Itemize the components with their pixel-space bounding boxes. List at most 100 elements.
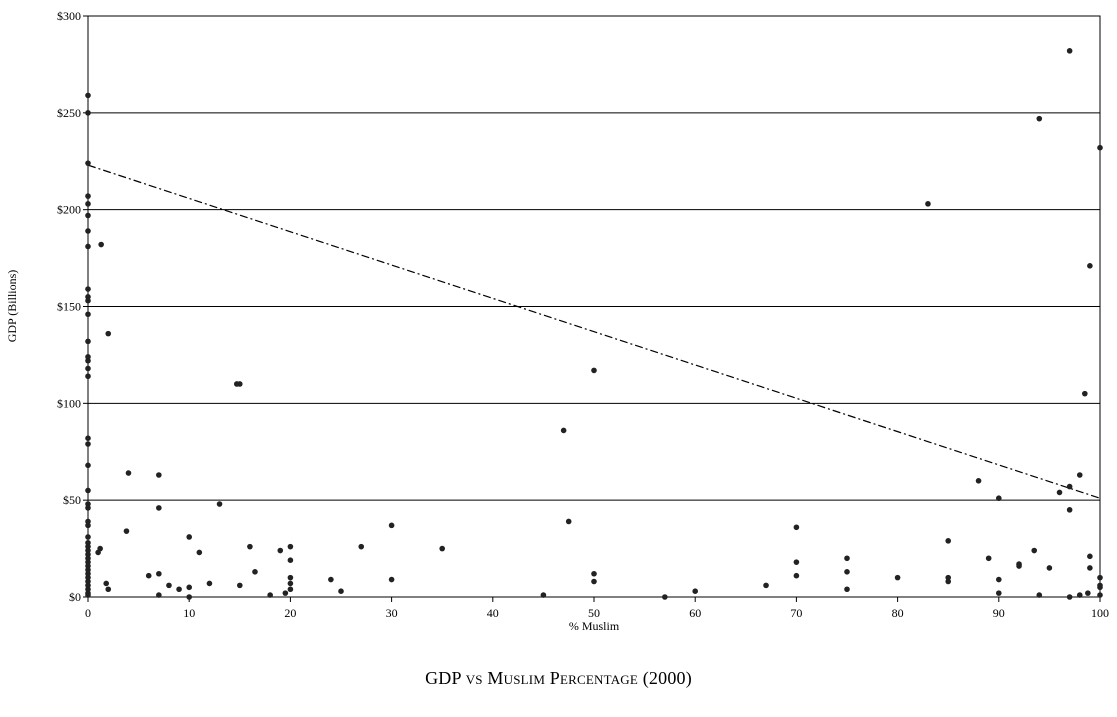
data-point [186, 584, 192, 591]
data-point [591, 578, 597, 585]
data-point [252, 569, 258, 575]
x-tick-label: 60 [689, 606, 701, 620]
data-point [186, 594, 192, 600]
data-point [388, 522, 395, 529]
data-point [945, 578, 951, 585]
y-tick-label: $100 [57, 396, 81, 410]
data-point [196, 549, 203, 556]
data-point [1097, 574, 1103, 581]
data-point [894, 574, 901, 581]
data-point [287, 557, 294, 564]
data-point [1036, 115, 1043, 122]
tick-labels: $0 $50 $100 $150 $200 $250 $300 0 10 20 30 40 50 60 70… [57, 9, 1109, 620]
data-point [85, 592, 91, 598]
data-point [85, 567, 91, 573]
data-point [85, 286, 91, 292]
x-tick-label: 20 [284, 606, 296, 620]
x-tick-label: 10 [183, 606, 195, 620]
data-point [996, 576, 1002, 583]
data-point [85, 160, 91, 166]
data-point [996, 590, 1002, 596]
data-point [85, 570, 91, 577]
data-point [85, 505, 91, 511]
data-point [206, 580, 213, 587]
data-point [85, 365, 91, 372]
data-point [1031, 547, 1038, 554]
data-point [1085, 590, 1091, 596]
data-point [237, 582, 243, 589]
data-point [1036, 592, 1043, 598]
data-point [85, 547, 91, 554]
data-point [85, 501, 91, 507]
data-point [85, 563, 91, 569]
x-tick-label: 0 [85, 606, 91, 620]
data-point [85, 441, 91, 447]
data-point [85, 228, 91, 234]
data-point [1056, 489, 1063, 496]
data-point [1066, 507, 1073, 513]
data-point [166, 582, 172, 589]
data-point [662, 594, 668, 600]
data-point [85, 243, 91, 250]
data-point [247, 543, 253, 550]
data-point [287, 580, 294, 587]
data-point [85, 193, 91, 199]
data-point [98, 241, 104, 248]
y-tick-label: $300 [57, 9, 81, 23]
data-point [1016, 563, 1022, 569]
data-point [156, 505, 162, 511]
data-point [945, 574, 951, 581]
data-point [85, 338, 91, 345]
data-point [85, 462, 91, 469]
data-point [591, 570, 597, 577]
data-point [1066, 594, 1073, 600]
data-points [85, 48, 1103, 600]
y-axis-title: GDP (Billions) [5, 270, 19, 343]
data-point [1066, 483, 1073, 490]
data-point [85, 487, 91, 494]
trendline-segment [87, 164, 1101, 499]
x-tick-label: 70 [790, 606, 802, 620]
data-point [1097, 144, 1103, 151]
data-point [763, 582, 769, 589]
data-point [975, 478, 982, 484]
data-point [156, 592, 162, 598]
data-point [358, 543, 365, 550]
data-point [85, 539, 91, 546]
data-point [1046, 565, 1053, 571]
data-point [85, 373, 91, 380]
data-point [277, 547, 284, 554]
data-point [945, 538, 951, 544]
axes [83, 15, 1101, 602]
data-point [439, 545, 446, 552]
data-point [186, 534, 192, 540]
data-point [287, 574, 294, 581]
data-point [85, 555, 91, 562]
data-point [338, 588, 344, 594]
data-point [85, 522, 91, 529]
data-point [282, 590, 289, 596]
data-point [216, 501, 223, 507]
data-point [1082, 390, 1088, 397]
data-point [125, 470, 132, 476]
y-tick-label: $150 [57, 300, 81, 314]
data-point [156, 472, 162, 478]
x-tick-label: 80 [892, 606, 904, 620]
data-point [844, 586, 850, 593]
data-point [97, 545, 103, 552]
data-point [1076, 592, 1083, 598]
data-point [85, 435, 91, 441]
x-tick-label: 30 [386, 606, 398, 620]
data-point [1076, 472, 1083, 478]
data-point [103, 580, 110, 587]
data-point [793, 559, 800, 565]
data-point [793, 572, 800, 579]
data-point [85, 574, 91, 581]
y-tick-label: $200 [57, 203, 81, 217]
data-point [565, 518, 572, 525]
x-tick-label: 40 [487, 606, 499, 620]
y-tick-label: $50 [63, 493, 81, 507]
data-point [996, 495, 1002, 502]
data-point [793, 524, 800, 531]
